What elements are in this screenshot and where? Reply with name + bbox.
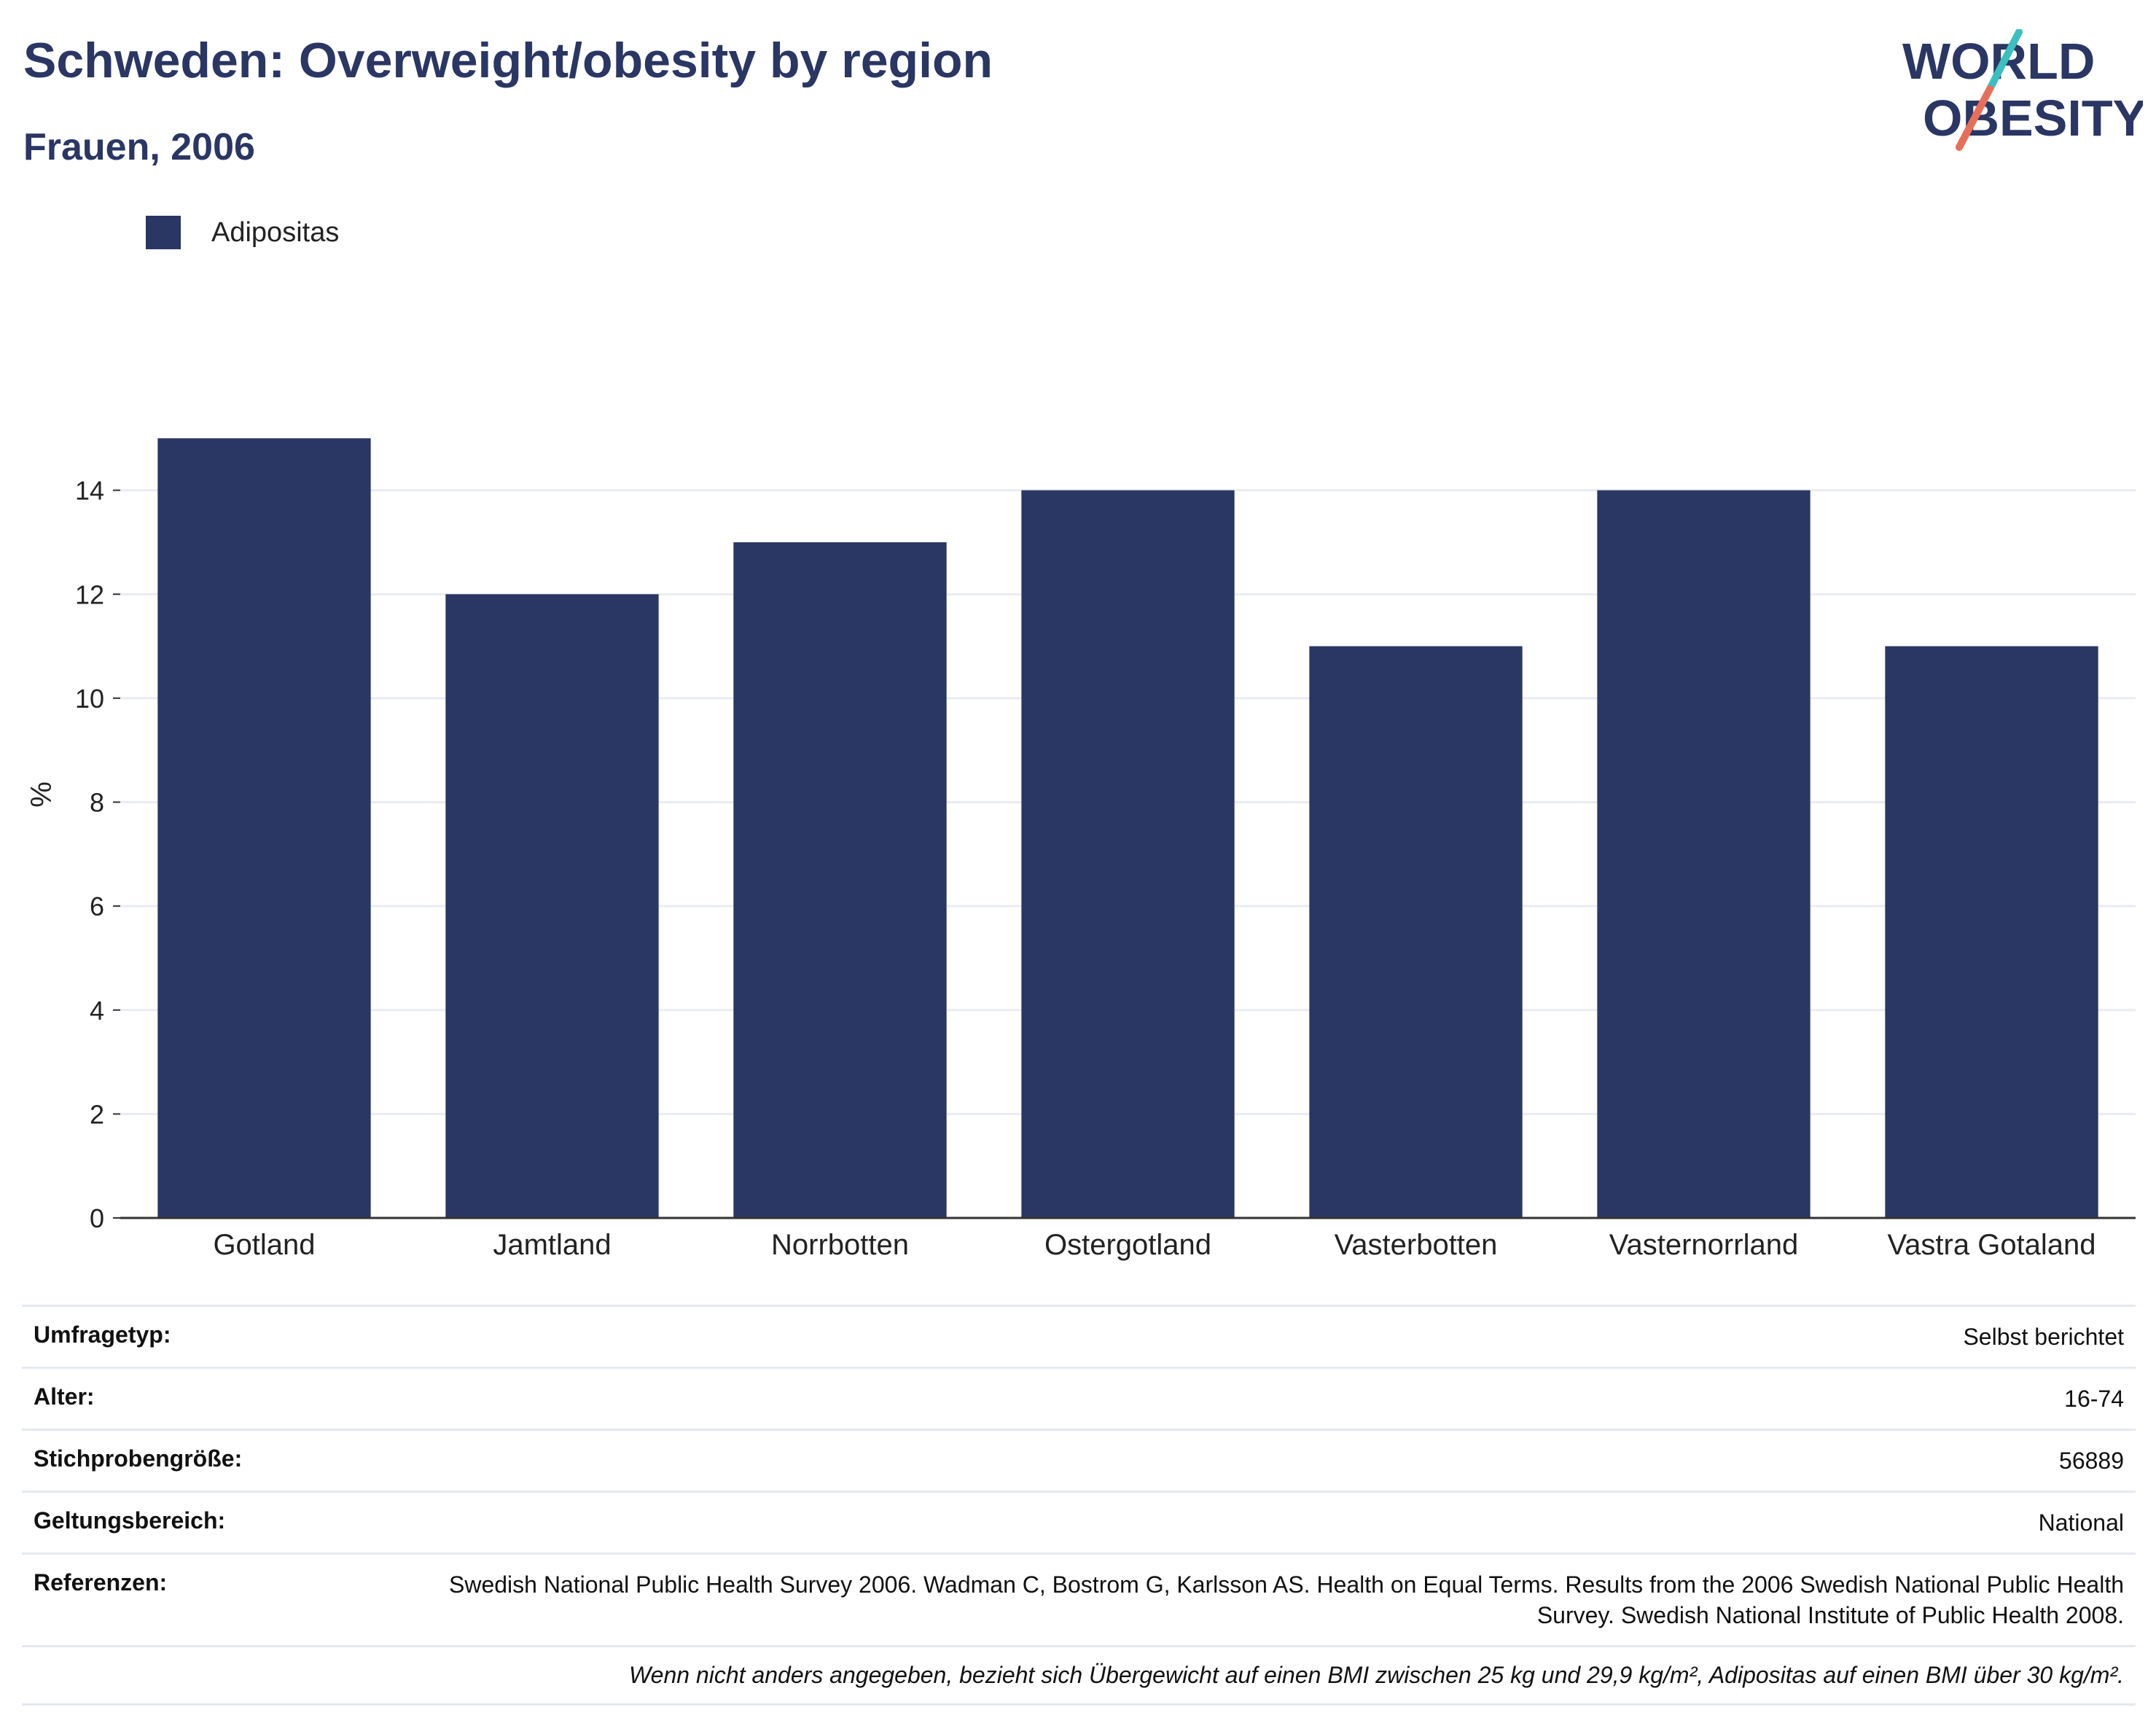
y-tick-label: 8 [90, 788, 104, 818]
bmi-definition-note: Wenn nicht anders angegeben, bezieht sic… [629, 1662, 2124, 1688]
axes: 0 2 4 6 8 10 12 14 Gotland Jamtland Norrbotten Oste… [75, 476, 2136, 1261]
x-tick-label: Ostergotland [1044, 1229, 1211, 1261]
bar-vastra-gotaland [1885, 646, 2098, 1218]
bar-vasternorrland [1597, 490, 1811, 1218]
meta-value: 16-74 [2064, 1386, 2124, 1412]
x-tick-label: Gotland [213, 1229, 315, 1261]
survey-metadata-table: Umfragetyp: Selbst berichtet Alter: 16-74 St… [22, 1305, 2136, 1706]
meta-row: Umfragetyp: Selbst berichtet [22, 1305, 2136, 1368]
legend-swatch-adipositas [146, 216, 181, 249]
y-tick-label: 2 [90, 1099, 104, 1129]
x-tick-label: Vastra Gotaland [1887, 1229, 2096, 1261]
meta-row: Geltungsbereich: National [22, 1491, 2136, 1554]
bar-norrbotten [733, 542, 947, 1218]
logo-slash-coral [1956, 85, 1993, 151]
logo-word-obesity: OBESITY [1923, 90, 2143, 147]
meta-value: Selbst berichtet [1963, 1324, 2124, 1350]
y-axis-label: % [26, 781, 58, 808]
meta-row: Referenzen: Swedish National Public Healt… [22, 1553, 2136, 1647]
x-tick-label: Vasternorrland [1609, 1229, 1798, 1261]
x-tick-label: Norrbotten [771, 1229, 909, 1261]
chart-subtitle: Frauen, 2006 [23, 126, 255, 168]
bar-gotland [157, 438, 371, 1218]
meta-key: Referenzen: [34, 1569, 168, 1596]
y-tick-label: 12 [75, 579, 104, 609]
y-tick-label: 14 [75, 476, 104, 506]
y-tick-label: 10 [75, 684, 104, 714]
bar-jamtland [445, 594, 659, 1218]
logo-word-world: WORLD [1902, 33, 2095, 90]
chart-title: Schweden: Overweight/obesity by region [23, 33, 993, 88]
meta-key: Umfragetyp: [34, 1321, 171, 1348]
y-tick-label: 4 [90, 996, 104, 1026]
meta-key: Geltungsbereich: [34, 1507, 226, 1534]
meta-row: Stichprobengröße: 56889 [22, 1429, 2136, 1492]
chart-legend[interactable]: Adipositas [146, 216, 339, 249]
world-obesity-logo: WORLD OBESITY [1902, 29, 2143, 151]
meta-key: Alter: [34, 1383, 95, 1410]
x-tick-label: Jamtland [493, 1229, 611, 1261]
y-tick-label: 0 [90, 1203, 104, 1233]
bar-vasterbotten [1309, 646, 1523, 1218]
x-tick-label: Vasterbotten [1335, 1229, 1498, 1261]
logo-slash-teal [1986, 29, 2023, 93]
meta-note-row: Wenn nicht anders angegeben, bezieht sic… [22, 1646, 2136, 1705]
bars [157, 438, 2098, 1218]
bar-chart: 0 2 4 6 8 10 12 14 Gotland Jamtland Norrbotten Oste… [26, 438, 2136, 1261]
bar-ostergotland [1021, 490, 1235, 1218]
meta-value: Swedish National Public Health Survey 20… [448, 1571, 2124, 1628]
legend-label-adipositas: Adipositas [211, 216, 340, 248]
meta-row: Alter: 16-74 [22, 1367, 2136, 1430]
meta-value: National [2038, 1510, 2124, 1536]
y-tick-label: 6 [90, 891, 104, 921]
meta-key: Stichprobengröße: [34, 1445, 243, 1472]
meta-value: 56889 [2059, 1448, 2124, 1474]
